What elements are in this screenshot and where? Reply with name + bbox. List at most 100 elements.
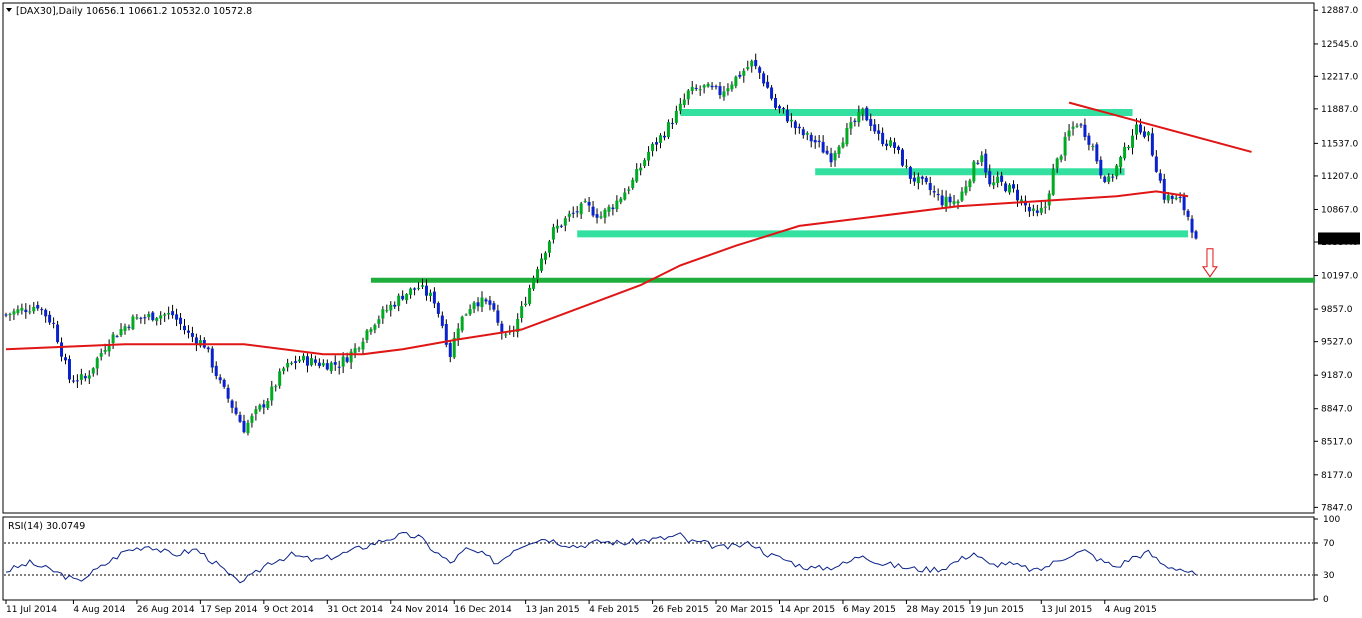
candle-up (647, 151, 651, 161)
candle-up (480, 297, 484, 308)
candle-down (67, 358, 71, 380)
candle-up (746, 67, 750, 69)
candle-down (262, 404, 266, 408)
candle-up (805, 133, 809, 135)
candle-up (678, 103, 682, 111)
candle-down (1182, 195, 1186, 211)
candle-down (766, 81, 770, 88)
candle-up (789, 119, 793, 122)
candle-up (286, 362, 290, 368)
candle-down (984, 153, 988, 173)
y-tick-label: 12217.0 (1321, 72, 1358, 82)
y-tick-label: 8177.0 (1321, 471, 1353, 481)
candle-up (1051, 169, 1055, 195)
candle-down (40, 309, 44, 311)
candle-up (282, 368, 286, 372)
candle-down (294, 361, 298, 363)
rsi-y-tick-label: 70 (1323, 539, 1335, 549)
candle-down (444, 323, 448, 345)
candle-up (1146, 132, 1150, 136)
y-tick-label: 8517.0 (1321, 437, 1353, 447)
candle-up (131, 316, 135, 330)
candle-up (1123, 146, 1127, 159)
rsi-title: RSI(14) 30.0749 (8, 521, 85, 532)
candle-up (91, 368, 95, 374)
candle-up (532, 278, 536, 289)
candle-down (670, 122, 674, 124)
candle-up (405, 294, 409, 301)
candle-down (234, 407, 238, 414)
candle-down (881, 132, 885, 145)
candle-up (698, 89, 702, 91)
candle-up (750, 60, 754, 67)
candle-up (107, 344, 111, 352)
y-tick-label: 11887.0 (1321, 105, 1358, 115)
y-tick-label: 9527.0 (1321, 338, 1353, 348)
candle-down (694, 87, 698, 89)
last-price-marker: 10572.8 (1318, 232, 1360, 245)
x-tick-label: 31 Oct 2014 (327, 605, 383, 615)
candle-up (349, 351, 353, 363)
trendline (1068, 101, 1252, 153)
candle-up (623, 192, 627, 200)
candle-up (1174, 197, 1178, 200)
candle-down (718, 86, 722, 96)
candle-up (32, 306, 36, 312)
candle-down (1103, 176, 1107, 182)
candle-up (1107, 176, 1111, 182)
candle-down (1099, 159, 1103, 176)
candle-up (119, 329, 123, 336)
candle-down (413, 288, 417, 290)
candle-up (555, 225, 559, 229)
candle-up (95, 358, 99, 369)
candle-up (1135, 124, 1138, 135)
candle-up (615, 200, 619, 210)
candle-down (317, 362, 321, 367)
candle-up (365, 330, 369, 340)
candle-up (651, 143, 655, 152)
candle-up (302, 355, 305, 361)
candle-down (762, 73, 766, 84)
x-tick-label: 4 Feb 2015 (589, 605, 639, 615)
candle-down (337, 366, 341, 368)
candle-down (1150, 133, 1154, 156)
candle-down (115, 336, 119, 338)
x-tick-label: 24 Nov 2014 (391, 605, 449, 615)
candle-up (452, 337, 456, 358)
candle-down (175, 314, 179, 320)
candle-down (869, 119, 873, 126)
candle-up (1166, 195, 1170, 201)
candle-up (381, 309, 385, 319)
candle-down (865, 107, 869, 121)
candle-up (329, 362, 333, 372)
candle-down (1138, 124, 1142, 133)
candle-down (655, 142, 659, 145)
candle-down (897, 146, 900, 151)
candle-up (889, 140, 893, 147)
y-tick-label: 11537.0 (1321, 139, 1358, 149)
candle-up (1127, 146, 1131, 149)
candle-up (690, 86, 694, 91)
candle-up (1055, 158, 1059, 169)
candle-up (643, 160, 647, 166)
candle-up (1039, 207, 1043, 213)
candle-up (666, 122, 670, 138)
candle-down (785, 109, 789, 122)
candle-up (833, 152, 837, 161)
dropdown-triangle-icon[interactable] (6, 8, 12, 12)
candle-up (270, 386, 274, 401)
candle-down (48, 314, 52, 323)
candle-down (877, 130, 881, 134)
y-tick-label: 10867.0 (1321, 205, 1358, 215)
candle-down (948, 196, 952, 203)
candle-up (956, 201, 960, 204)
candle-up (837, 146, 841, 154)
candle-up (702, 85, 706, 88)
candle-up (79, 374, 83, 380)
candle-down (817, 140, 821, 142)
candle-up (992, 182, 996, 186)
candle-up (361, 341, 365, 350)
candle-down (305, 356, 309, 366)
candle-down (448, 342, 452, 357)
